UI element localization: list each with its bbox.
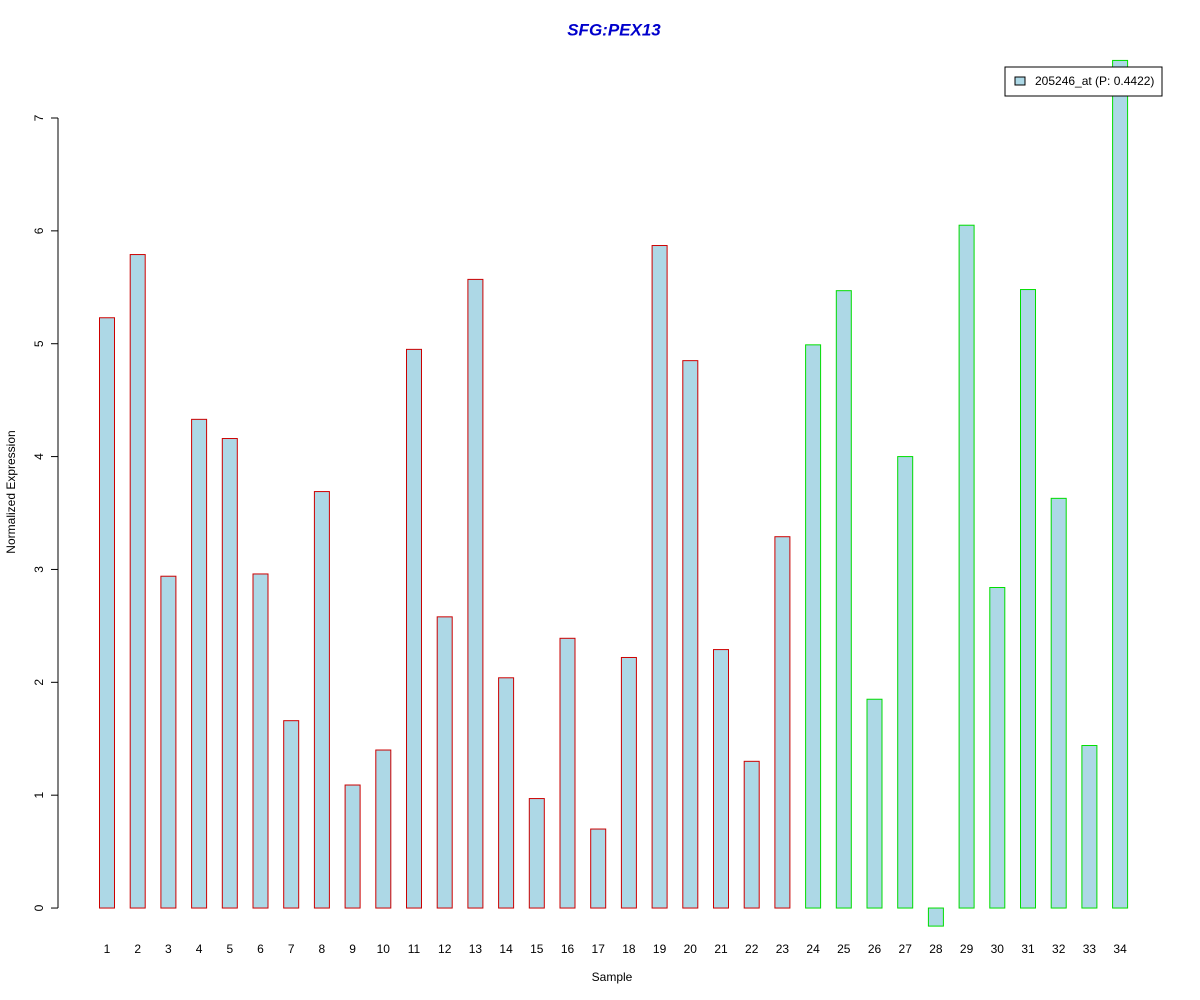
bar [1081,745,1098,909]
x-tick-label: 10 [377,942,391,956]
bar [436,616,453,909]
x-tick-label: 6 [257,942,264,956]
x-tick-label: 23 [776,942,790,956]
bar [559,637,576,909]
x-tick-label: 5 [226,942,233,956]
y-tick-label: 3 [32,566,46,573]
x-tick-label: 1 [104,942,111,956]
bar [1020,289,1036,909]
x-tick-label: 20 [684,942,698,956]
y-tick-label: 1 [32,792,46,799]
bar [467,278,484,909]
x-tick-label: 33 [1083,942,1097,956]
x-tick-label: 21 [714,942,728,956]
legend-swatch [1014,76,1026,86]
x-tick-label: 18 [622,942,636,956]
bar [99,317,115,909]
x-tick-label: 3 [165,942,172,956]
x-tick-label: 30 [991,942,1005,956]
x-tick-label: 28 [929,942,943,956]
bar [805,344,822,909]
bar [651,245,668,909]
x-tick-label: 14 [499,942,513,956]
y-tick-label: 4 [32,453,46,460]
bar [252,573,269,909]
bar [774,536,791,909]
x-axis-label: Sample [592,970,633,984]
bar [713,649,729,909]
bar [682,360,699,909]
bar [1050,497,1067,909]
bar [590,828,607,909]
bar [897,456,914,909]
bar [620,656,637,909]
bar [283,720,300,909]
bar [927,907,944,927]
y-tick-label: 7 [32,114,46,121]
x-tick-label: 31 [1021,942,1035,956]
bar [743,760,760,909]
bar [866,698,883,909]
y-tick-label: 0 [32,904,46,911]
x-tick-label: 22 [745,942,759,956]
x-tick-label: 11 [408,942,421,956]
bar [129,254,146,909]
x-tick-label: 8 [319,942,326,956]
bar [406,348,422,909]
y-tick-label: 6 [32,227,46,234]
bar [989,587,1006,909]
x-tick-label: 15 [530,942,544,956]
x-tick-label: 16 [561,942,575,956]
x-tick-label: 4 [196,942,203,956]
bar [528,798,545,909]
legend-box [1004,66,1163,97]
legend-label: 205246_at (P: 0.4422) [1035,74,1154,88]
x-tick-label: 7 [288,942,295,956]
x-tick-label: 34 [1113,942,1127,956]
x-tick-label: 32 [1052,942,1066,956]
bar [498,677,515,909]
bar [835,290,852,909]
x-tick-label: 29 [960,942,974,956]
x-tick-label: 13 [469,942,483,956]
x-tick-label: 17 [592,942,606,956]
bar [160,575,177,909]
x-tick-label: 19 [653,942,667,956]
chart-title: SFG:PEX13 [567,20,661,39]
x-tick-label: 26 [868,942,882,956]
bar [1112,59,1129,909]
x-tick-label: 2 [134,942,141,956]
x-tick-label: 12 [438,942,452,956]
bar [375,749,392,909]
bar [191,418,208,909]
x-tick-label: 24 [806,942,820,956]
y-tick-label: 5 [32,340,46,347]
bar [221,438,238,909]
y-axis-label: Normalized Expression [4,430,18,553]
bar [344,784,361,909]
x-tick-label: 9 [349,942,356,956]
bar [958,224,975,909]
x-tick-label: 25 [837,942,851,956]
y-tick-label: 2 [32,679,46,686]
x-tick-label: 27 [899,942,913,956]
bar [313,491,330,909]
